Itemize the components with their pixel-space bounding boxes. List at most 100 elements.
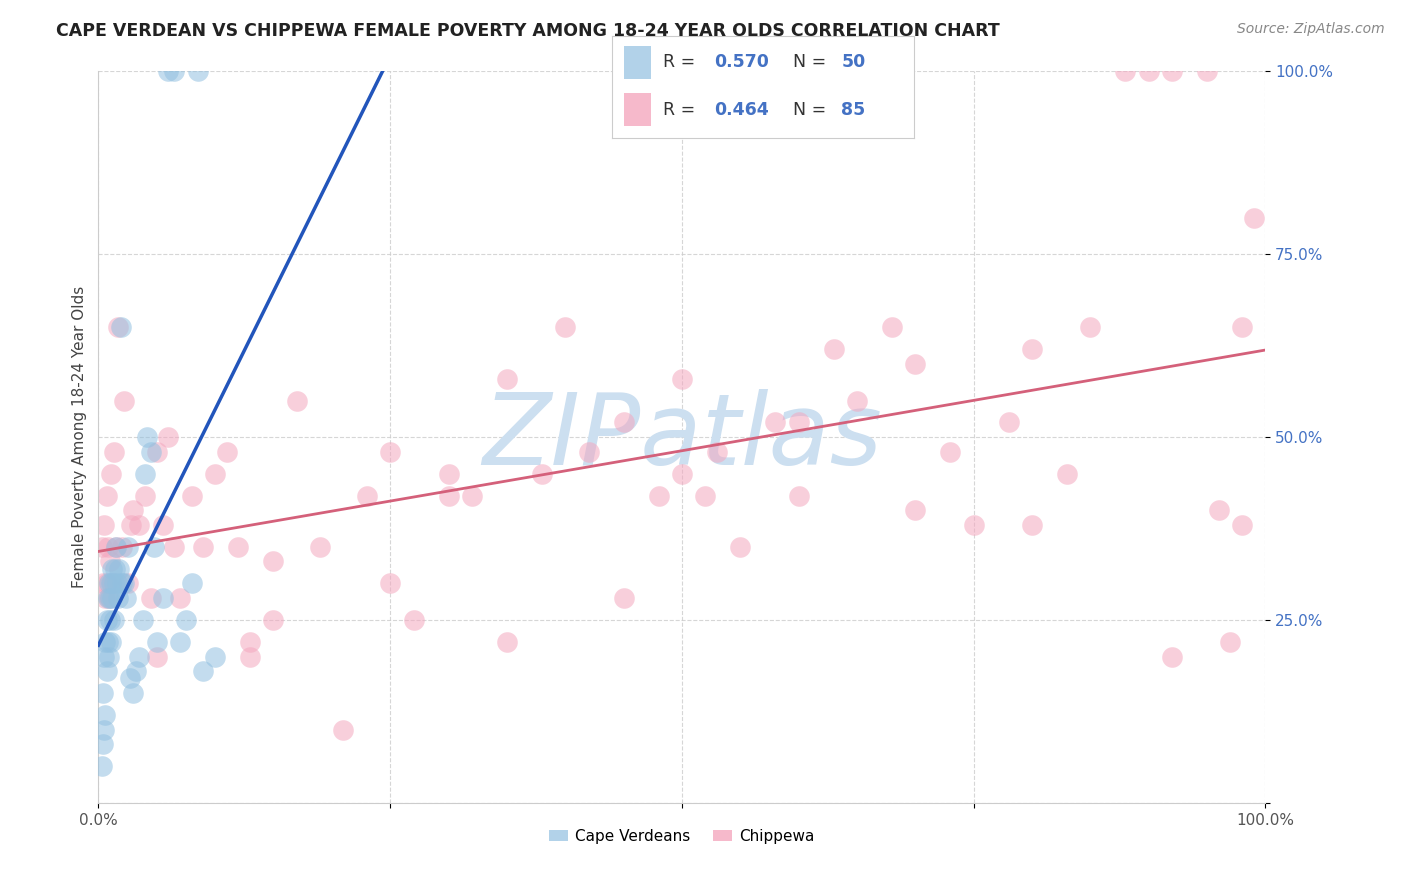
Point (193, 540, 215, 554)
Point (97, 649, 120, 664)
Point (695, 489, 717, 503)
Text: ZIPatlas: ZIPatlas (482, 389, 882, 485)
Point (187, 64, 209, 78)
Point (239, 649, 262, 664)
Point (1080, 320, 1102, 334)
Point (846, 393, 869, 408)
Point (461, 489, 484, 503)
Point (90, 759, 112, 773)
Point (193, 664, 215, 678)
Point (143, 540, 166, 554)
Point (939, 444, 962, 458)
Point (132, 613, 155, 627)
Point (115, 591, 138, 605)
Point (146, 635, 169, 649)
Point (437, 467, 460, 481)
Point (204, 467, 226, 481)
Point (93, 517, 115, 532)
Point (96, 664, 118, 678)
Point (91, 576, 114, 591)
Point (1230, 320, 1253, 334)
Point (1219, 635, 1241, 649)
Point (122, 503, 145, 517)
Point (139, 444, 162, 458)
Point (380, 444, 402, 458)
Point (285, 393, 308, 408)
Point (215, 444, 238, 458)
Point (104, 540, 127, 554)
Point (204, 649, 226, 664)
Point (105, 576, 128, 591)
Text: Source: ZipAtlas.com: Source: ZipAtlas.com (1237, 22, 1385, 37)
Point (128, 517, 150, 532)
Point (100, 635, 122, 649)
Point (139, 591, 162, 605)
Point (112, 393, 135, 408)
Point (98, 554, 121, 568)
Legend: Cape Verdeans, Chippewa: Cape Verdeans, Chippewa (543, 822, 821, 850)
Point (1021, 517, 1043, 532)
Point (91, 737, 114, 751)
Point (157, 430, 180, 444)
Point (134, 489, 156, 503)
Point (1021, 343, 1043, 357)
Point (91, 686, 114, 700)
Point (823, 343, 845, 357)
Point (174, 613, 197, 627)
Point (93, 723, 115, 737)
Point (1208, 503, 1230, 517)
Point (904, 503, 927, 517)
Text: 0.570: 0.570 (714, 54, 769, 71)
Point (262, 554, 284, 568)
Point (157, 64, 180, 78)
Point (554, 320, 576, 334)
Point (169, 635, 191, 649)
Point (103, 576, 125, 591)
Point (613, 591, 636, 605)
Point (1161, 649, 1184, 664)
Text: 50: 50 (841, 54, 866, 71)
Point (152, 591, 174, 605)
Point (100, 467, 122, 481)
Point (96, 613, 118, 627)
Text: 0.464: 0.464 (714, 101, 769, 119)
Point (134, 467, 156, 481)
Point (380, 576, 402, 591)
Text: R =: R = (664, 101, 700, 119)
Point (98, 591, 121, 605)
Point (496, 371, 519, 385)
Point (93, 649, 115, 664)
Point (96, 576, 118, 591)
Point (1056, 467, 1078, 481)
Point (1230, 517, 1253, 532)
Point (997, 416, 1019, 430)
Point (101, 576, 124, 591)
Point (111, 576, 134, 591)
Point (111, 540, 134, 554)
Point (90, 540, 112, 554)
Point (1243, 211, 1265, 225)
Point (94, 635, 117, 649)
Text: N =: N = (793, 54, 832, 71)
Point (787, 489, 810, 503)
Point (1114, 64, 1136, 78)
Point (1195, 64, 1218, 78)
Point (904, 357, 927, 371)
Point (169, 591, 191, 605)
Point (120, 517, 142, 532)
Point (437, 489, 460, 503)
Point (1161, 64, 1184, 78)
Point (97, 635, 120, 649)
Point (136, 430, 159, 444)
Point (163, 540, 186, 554)
Point (117, 540, 139, 554)
Point (530, 467, 553, 481)
Point (496, 635, 519, 649)
Point (880, 320, 903, 334)
Text: N =: N = (793, 101, 832, 119)
Point (94, 708, 117, 723)
Point (152, 517, 174, 532)
FancyBboxPatch shape (624, 46, 651, 78)
Point (94, 591, 117, 605)
Point (128, 649, 150, 664)
